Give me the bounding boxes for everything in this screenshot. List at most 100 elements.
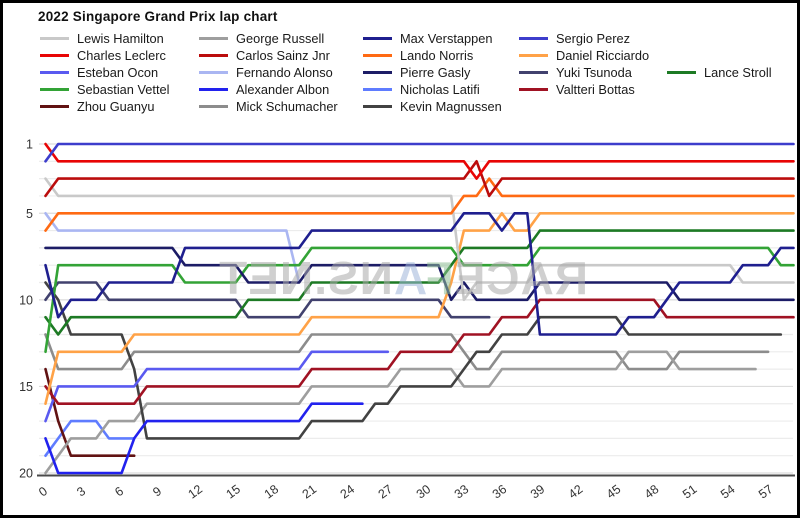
- legend-label: Zhou Guanyu: [77, 99, 155, 114]
- driver-line-carlos-sainz-jnr: [44, 160, 795, 198]
- y-tick-label: 5: [26, 207, 33, 221]
- page-title: 2022 Singapore Grand Prix lap chart: [38, 9, 278, 24]
- legend-label: Mick Schumacher: [236, 99, 338, 114]
- x-tick-label: 33: [452, 482, 472, 502]
- legend-label: Lewis Hamilton: [77, 31, 164, 46]
- legend-item-lewis-hamilton: Lewis Hamilton: [40, 30, 164, 47]
- legend-item-lance-stroll: Lance Stroll: [667, 64, 772, 81]
- legend-label: Lance Stroll: [704, 65, 772, 80]
- legend-item-yuki-tsunoda: Yuki Tsunoda: [519, 64, 632, 81]
- x-tick-label: 27: [376, 482, 396, 502]
- legend-label: Kevin Magnussen: [400, 99, 502, 114]
- legend-label: Lando Norris: [400, 48, 474, 63]
- driver-line-daniel-ricciardo: [44, 212, 795, 406]
- legend-swatch: [40, 37, 69, 40]
- legend-swatch: [363, 37, 392, 40]
- driver-line-sergio-perez: [44, 142, 795, 163]
- legend-item-kevin-magnussen: Kevin Magnussen: [363, 98, 502, 115]
- legend-item-mick-schumacher: Mick Schumacher: [199, 98, 338, 115]
- legend-label: George Russell: [236, 31, 325, 46]
- x-tick-label: 12: [186, 482, 206, 502]
- legend-item-alexander-albon: Alexander Albon: [199, 81, 329, 98]
- driver-line-sebastian-vettel: [44, 246, 795, 354]
- legend-swatch: [363, 71, 392, 74]
- legend-swatch: [363, 88, 392, 91]
- legend-item-nicholas-latifi: Nicholas Latifi: [363, 81, 480, 98]
- x-tick-label: 24: [338, 482, 358, 502]
- legend: Lewis Hamilton George Russell Max Verstapp…: [3, 30, 797, 125]
- x-tick-label: 54: [718, 482, 738, 502]
- legend-swatch: [199, 37, 228, 40]
- legend-swatch: [519, 88, 548, 91]
- legend-label: Daniel Ricciardo: [556, 48, 650, 63]
- x-tick-label: 39: [528, 482, 548, 502]
- driver-line-valtteri-bottas: [44, 298, 795, 406]
- driver-line-max-verstappen: [44, 212, 795, 336]
- x-tick-label: 42: [566, 482, 586, 502]
- legend-swatch: [199, 88, 228, 91]
- driver-line-nicholas-latifi: [44, 419, 136, 458]
- legend-swatch: [667, 71, 696, 74]
- driver-line-lance-stroll: [44, 229, 795, 336]
- legend-label: Alexander Albon: [236, 82, 330, 97]
- driver-line-charles-leclerc: [44, 142, 795, 180]
- driver-line-kevin-magnussen: [44, 281, 783, 440]
- driver-line-yuki-tsunoda: [44, 281, 491, 319]
- legend-label: Sebastian Vettel: [77, 82, 170, 97]
- x-tick-label: 21: [300, 482, 320, 502]
- legend-item-sergio-perez: Sergio Perez: [519, 30, 630, 47]
- driver-line-lando-norris: [44, 177, 795, 232]
- legend-item-max-verstappen: Max Verstappen: [363, 30, 492, 47]
- legend-item-daniel-ricciardo: Daniel Ricciardo: [519, 47, 649, 64]
- legend-swatch: [40, 105, 69, 108]
- x-tick-label: 15: [224, 482, 244, 502]
- driver-line-alexander-albon: [44, 402, 364, 475]
- legend-swatch: [199, 105, 228, 108]
- legend-swatch: [40, 88, 69, 91]
- y-tick-label: 1: [26, 138, 33, 152]
- y-tick-label: 20: [19, 467, 33, 481]
- legend-label: Max Verstappen: [400, 31, 493, 46]
- x-tick-label: 3: [74, 484, 88, 499]
- x-tick-label: 51: [680, 482, 700, 502]
- x-tick-label: 48: [642, 482, 662, 502]
- x-tick-label: 57: [756, 482, 776, 502]
- legend-label: Sergio Perez: [556, 31, 630, 46]
- legend-label: Valtteri Bottas: [556, 82, 635, 97]
- legend-label: Fernando Alonso: [236, 65, 333, 80]
- x-tick-label: 30: [414, 482, 434, 502]
- driver-line-zhou-guanyu: [44, 367, 136, 458]
- driver-line-pierre-gasly: [44, 246, 795, 302]
- legend-swatch: [519, 37, 548, 40]
- legend-swatch: [519, 54, 548, 57]
- series-lines: [44, 142, 795, 475]
- x-tick-label: 45: [604, 482, 624, 502]
- legend-label: Charles Leclerc: [77, 48, 166, 63]
- legend-swatch: [519, 71, 548, 74]
- legend-item-esteban-ocon: Esteban Ocon: [40, 64, 158, 81]
- legend-item-sebastian-vettel: Sebastian Vettel: [40, 81, 170, 98]
- legend-swatch: [363, 54, 392, 57]
- legend-item-pierre-gasly: Pierre Gasly: [363, 64, 470, 81]
- legend-item-charles-leclerc: Charles Leclerc: [40, 47, 166, 64]
- legend-item-george-russell: George Russell: [199, 30, 324, 47]
- legend-label: Yuki Tsunoda: [556, 65, 632, 80]
- legend-item-carlos-sainz-jnr: Carlos Sainz Jnr: [199, 47, 330, 64]
- x-tick-label: 18: [262, 482, 282, 502]
- driver-line-mick-schumacher: [44, 333, 770, 371]
- driver-line-esteban-ocon: [44, 350, 390, 423]
- legend-label: Carlos Sainz Jnr: [236, 48, 330, 63]
- legend-swatch: [363, 105, 392, 108]
- legend-item-lando-norris: Lando Norris: [363, 47, 473, 64]
- legend-item-zhou-guanyu: Zhou Guanyu: [40, 98, 155, 115]
- x-tick-label: 0: [36, 484, 50, 499]
- driver-line-george-russell: [44, 350, 757, 475]
- legend-swatch: [40, 54, 69, 57]
- legend-swatch: [40, 71, 69, 74]
- x-tick-label: 6: [112, 484, 126, 499]
- legend-item-fernando-alonso: Fernando Alonso: [199, 64, 333, 81]
- legend-swatch: [199, 54, 228, 57]
